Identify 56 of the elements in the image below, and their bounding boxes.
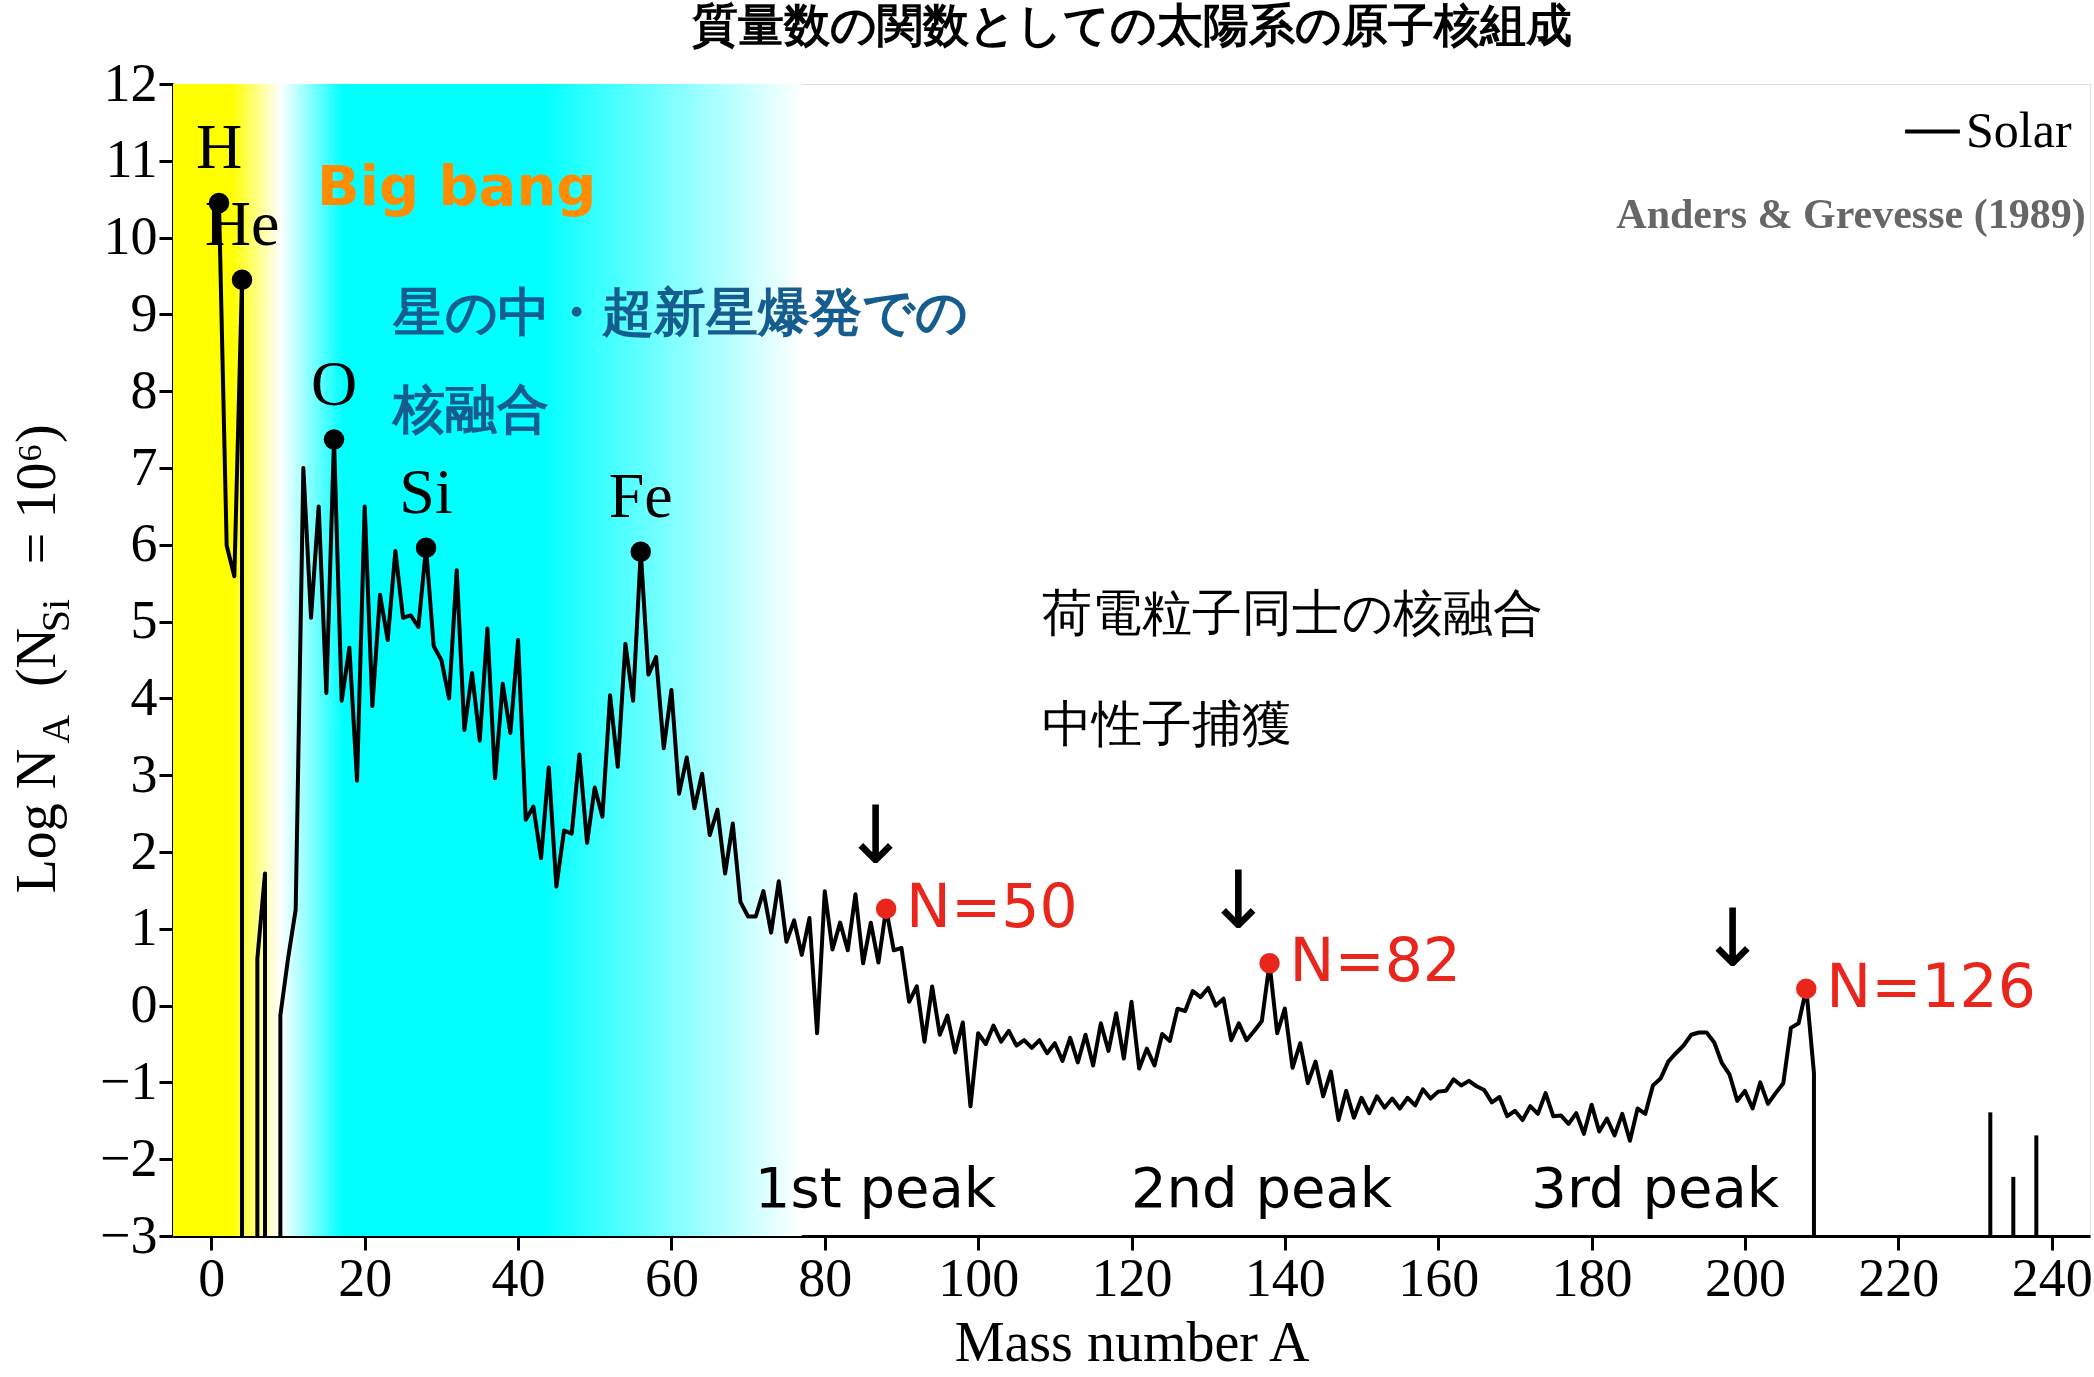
annotation: N=82: [1289, 925, 1462, 996]
y-tick-label: −1: [100, 1050, 158, 1111]
y-tick-label: 6: [130, 513, 158, 574]
point: [415, 537, 437, 559]
annotation: 3rd peak: [1531, 1154, 1780, 1220]
x-tick-label: 140: [1244, 1247, 1326, 1308]
y-tick-label: 4: [130, 666, 158, 727]
y-tick-label: 2: [130, 820, 158, 881]
annotation: Anders & Grevesse (1989): [1616, 191, 2086, 239]
x-tick-label: 200: [1704, 1247, 1786, 1308]
point: [630, 541, 651, 562]
point: [1796, 978, 1817, 999]
annotation: ↓: [1204, 854, 1272, 948]
annotation: ↓: [1698, 892, 1766, 986]
x-tick-label: 40: [491, 1247, 546, 1308]
x-tick-label: 60: [644, 1247, 699, 1308]
band-label: Big bang: [317, 152, 597, 218]
x-tick-label: 0: [198, 1247, 226, 1308]
annotation: N=126: [1826, 950, 2036, 1021]
annotation: Si: [399, 455, 453, 527]
y-tick-label: 5: [130, 590, 158, 651]
x-tick-label: 20: [338, 1247, 393, 1308]
point: [1259, 953, 1280, 974]
y-axis-title: Log NA (NSi = 10⁶): [5, 424, 78, 894]
y-tick-label: 8: [130, 359, 158, 420]
annotation: H: [195, 111, 243, 183]
point: [323, 429, 345, 450]
y-tick-label: 10: [103, 206, 158, 267]
annotation: 中性子捕獲: [1041, 694, 1292, 753]
annotation: 1st peak: [754, 1154, 997, 1220]
x-tick-label: 180: [1551, 1247, 1633, 1308]
point: [875, 898, 897, 920]
x-tick-label: 220: [1858, 1247, 1940, 1308]
point: [231, 269, 253, 291]
y-tick-label: 7: [130, 436, 158, 497]
x-tick-label: 120: [1091, 1247, 1173, 1308]
y-tick-label: 0: [130, 974, 158, 1035]
annotation: O: [310, 347, 358, 419]
annotation: 2nd peak: [1130, 1154, 1393, 1220]
y-tick-label: −2: [100, 1127, 158, 1188]
x-tick-label: 100: [938, 1247, 1020, 1308]
annotation: Fe: [608, 459, 673, 531]
y-tick-label: −3: [100, 1204, 158, 1265]
x-tick-label: 160: [1398, 1247, 1480, 1308]
legend-label: Solar: [1966, 101, 2072, 158]
x-tick-label: 80: [798, 1247, 853, 1308]
y-tick-label: 11: [105, 129, 158, 190]
y-tick-label: 12: [103, 52, 158, 113]
band-label: 星の中・超新星爆発での核融合: [391, 282, 969, 440]
x-tick-label: 240: [2011, 1247, 2093, 1308]
chart-title: 質量数の関数としての太陽系の原子核組成: [690, 0, 1572, 52]
y-tick-label: 9: [130, 282, 158, 343]
x-axis-title: Mass number A: [954, 1310, 1310, 1373]
y-tick-label: 3: [130, 743, 158, 804]
y-tick-label: 1: [130, 897, 158, 958]
annotation: 荷電粒子同士の核融合: [1041, 584, 1543, 643]
